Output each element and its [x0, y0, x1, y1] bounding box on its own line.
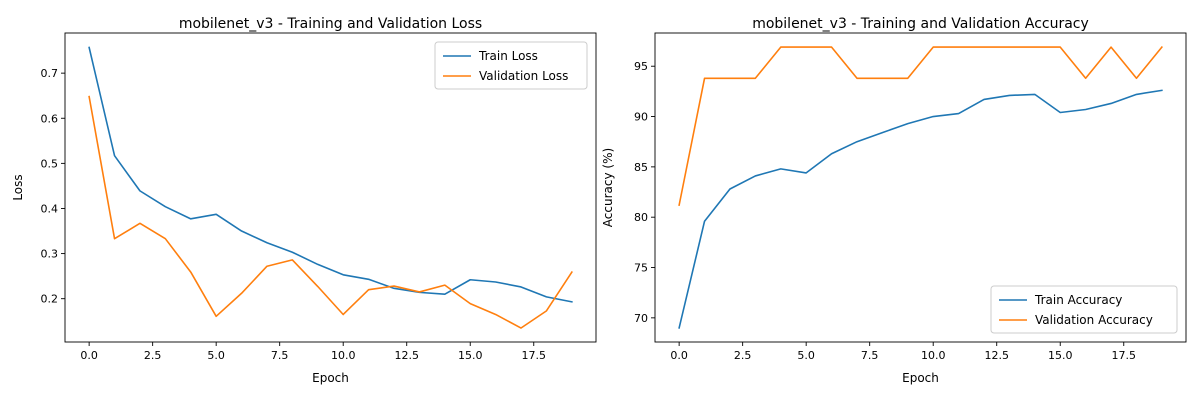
- accuracy-chart: mobilenet_v3 - Training and Validation A…: [601, 16, 1187, 385]
- x-tick-label: 15.0: [1048, 349, 1073, 362]
- x-tick-label: 5.0: [797, 349, 815, 362]
- x-tick-label: 15.0: [458, 349, 483, 362]
- y-tick-label: 70: [634, 312, 648, 325]
- legend-label: Train Accuracy: [1034, 293, 1122, 307]
- y-tick-label: 0.5: [41, 157, 59, 170]
- x-tick-label: 0.0: [670, 349, 688, 362]
- y-tick-label: 0.6: [41, 112, 59, 125]
- x-tick-label: 10.0: [331, 349, 356, 362]
- plot-frame: [654, 32, 1187, 343]
- y-tick-label: 75: [634, 262, 648, 275]
- series-line-train-accuracy: [678, 89, 1163, 329]
- x-tick-label: 12.5: [984, 349, 1009, 362]
- legend: Train Loss Validation Loss: [434, 41, 588, 90]
- x-axis-label: Epoch: [312, 371, 349, 385]
- y-tick-label: 0.4: [41, 202, 59, 215]
- legend-label: Train Loss: [478, 49, 538, 63]
- y-tick-label: 0.2: [41, 293, 59, 306]
- series-line-train-loss: [88, 46, 573, 303]
- x-tick-label: 17.5: [1112, 349, 1137, 362]
- loss-chart: mobilenet_v3 - Training and Validation L…: [11, 16, 597, 385]
- y-tick-label: 85: [634, 161, 648, 174]
- y-tick-label: 0.7: [41, 67, 59, 80]
- legend-box: [990, 285, 1178, 334]
- x-tick-label: 5.0: [207, 349, 225, 362]
- plot-frame: [64, 32, 597, 343]
- x-tick-label: 17.5: [522, 349, 547, 362]
- x-tick-label: 2.5: [734, 349, 752, 362]
- y-axis-label: Accuracy (%): [601, 148, 615, 227]
- series-line-validation-accuracy: [678, 45, 1163, 207]
- x-tick-label: 10.0: [921, 349, 946, 362]
- x-tick-label: 12.5: [394, 349, 419, 362]
- x-tick-label: 7.5: [271, 349, 289, 362]
- x-axis-label: Epoch: [902, 371, 939, 385]
- x-tick-label: 0.0: [80, 349, 98, 362]
- legend-box: [434, 41, 588, 90]
- y-axis-label: Loss: [11, 174, 25, 200]
- legend-label: Validation Accuracy: [1035, 313, 1153, 327]
- y-tick-label: 0.3: [41, 248, 59, 261]
- legend-label: Validation Loss: [479, 69, 568, 83]
- y-tick-label: 80: [634, 211, 648, 224]
- chart-title: mobilenet_v3 - Training and Validation A…: [752, 16, 1089, 32]
- series-line-validation-loss: [88, 95, 573, 329]
- chart-title: mobilenet_v3 - Training and Validation L…: [179, 16, 482, 32]
- y-tick-label: 90: [634, 111, 648, 124]
- x-tick-label: 2.5: [144, 349, 162, 362]
- legend: Train Accuracy Validation Accuracy: [990, 285, 1178, 334]
- y-tick-label: 95: [634, 60, 648, 73]
- x-tick-label: 7.5: [861, 349, 879, 362]
